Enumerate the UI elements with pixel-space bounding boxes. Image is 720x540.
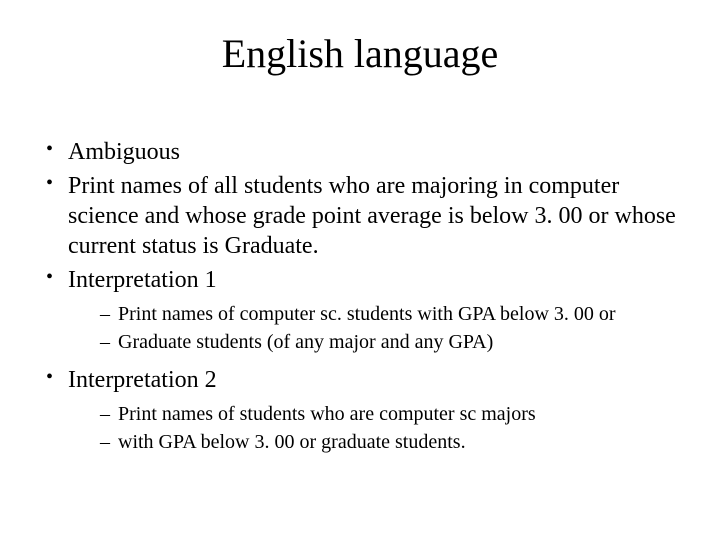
- bullet-list: Ambiguous Print names of all students wh…: [40, 137, 680, 455]
- bullet-text: Print names of students who are computer…: [118, 403, 536, 425]
- list-item: Interpretation 2 Print names of students…: [40, 365, 680, 455]
- bullet-text: with GPA below 3. 00 or graduate student…: [118, 431, 466, 453]
- bullet-text: Print names of computer sc. students wit…: [118, 303, 616, 325]
- sub-bullet-list: Print names of students who are computer…: [68, 401, 680, 455]
- list-item: Print names of students who are computer…: [96, 401, 680, 427]
- bullet-text: Print names of all students who are majo…: [68, 173, 676, 259]
- bullet-text: Ambiguous: [68, 139, 180, 165]
- bullet-text: Interpretation 1: [68, 267, 217, 293]
- bullet-text: Graduate students (of any major and any …: [118, 331, 493, 353]
- list-item: Interpretation 1 Print names of computer…: [40, 265, 680, 355]
- list-item: Print names of all students who are majo…: [40, 171, 680, 261]
- list-item: with GPA below 3. 00 or graduate student…: [96, 429, 680, 455]
- bullet-text: Interpretation 2: [68, 367, 217, 393]
- list-item: Print names of computer sc. students wit…: [96, 301, 680, 327]
- sub-bullet-list: Print names of computer sc. students wit…: [68, 301, 680, 355]
- list-item: Graduate students (of any major and any …: [96, 329, 680, 355]
- slide-title: English language: [40, 30, 680, 77]
- slide: English language Ambiguous Print names o…: [0, 0, 720, 540]
- list-item: Ambiguous: [40, 137, 680, 167]
